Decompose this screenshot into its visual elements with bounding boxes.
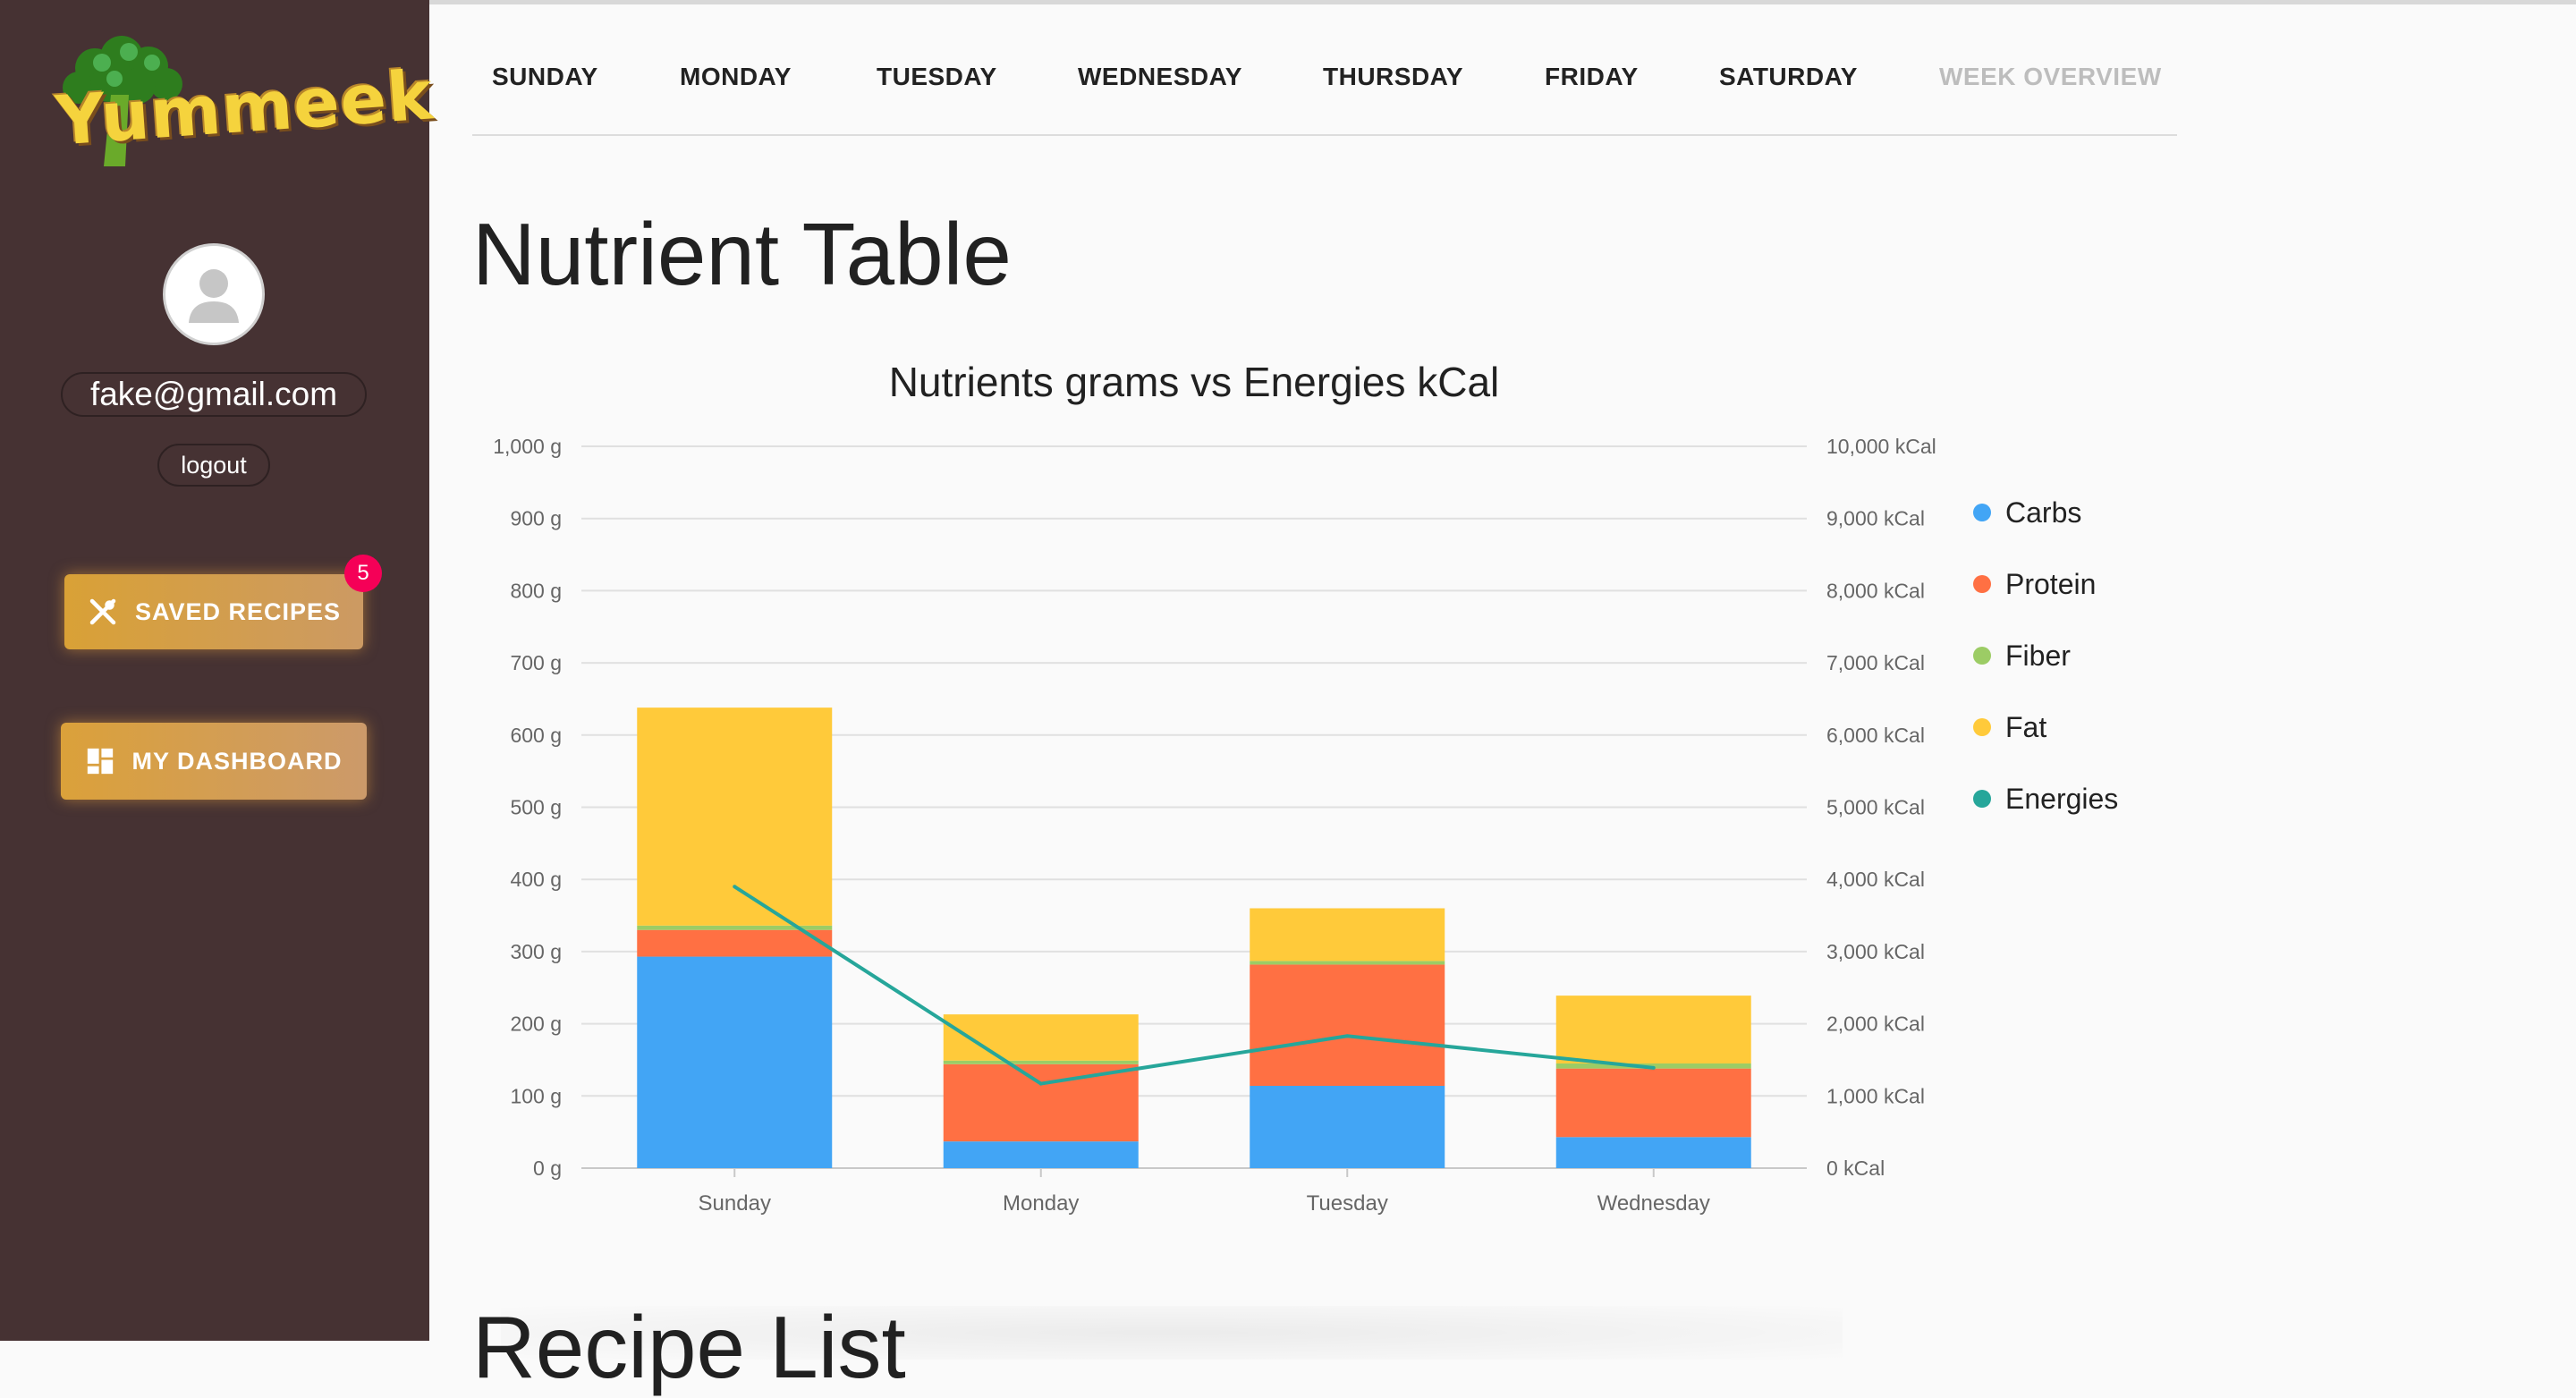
left-axis-tick-label: 600 g	[510, 724, 562, 747]
bar-carbs-wednesday	[1555, 1137, 1751, 1168]
top-divider	[429, 0, 2576, 4]
left-axis-tick-label: 900 g	[510, 507, 562, 530]
tab-friday[interactable]: FRIDAY	[1545, 63, 1639, 90]
right-axis-tick-label: 0 kCal	[1826, 1157, 1885, 1180]
bar-protein-monday	[943, 1063, 1139, 1142]
my-dashboard-label: MY DASHBOARD	[131, 747, 343, 775]
point-energies-tuesday	[1345, 1034, 1350, 1038]
my-dashboard-button[interactable]: MY DASHBOARD	[61, 723, 367, 800]
point-energies-monday	[1038, 1081, 1043, 1086]
legend-marker-carbs	[1973, 504, 1991, 521]
point-energies-wednesday	[1651, 1065, 1656, 1070]
right-axis-tick-label: 9,000 kCal	[1826, 507, 1925, 530]
legend-marker-protein	[1973, 575, 1991, 593]
legend-label-fat: Fat	[2005, 711, 2046, 743]
right-axis-tick-label: 3,000 kCal	[1826, 940, 1925, 963]
left-axis-tick-label: 700 g	[510, 651, 562, 674]
x-axis-tick-label: Wednesday	[1597, 1191, 1710, 1216]
point-energies-sunday	[733, 885, 737, 889]
x-axis-tick-label: Tuesday	[1307, 1191, 1388, 1216]
saved-recipes-button[interactable]: SAVED RECIPES	[64, 574, 363, 649]
recipe-list-heading: Recipe List	[472, 1298, 906, 1396]
broccoli-logo-icon[interactable]	[32, 32, 363, 184]
left-axis-tick-label: 100 g	[510, 1084, 562, 1107]
bar-protein-tuesday	[1250, 964, 1445, 1087]
dashboard-icon	[88, 748, 114, 775]
left-axis-tick-label: 400 g	[510, 868, 562, 891]
saved-recipes-label: SAVED RECIPES	[134, 597, 342, 625]
bar-fiber-sunday	[637, 925, 833, 930]
tab-sunday[interactable]: SUNDAY	[492, 63, 598, 90]
bar-fat-monday	[943, 1014, 1139, 1061]
bar-fiber-wednesday	[1555, 1063, 1751, 1069]
left-axis-tick-label: 800 g	[510, 579, 562, 602]
user-icon	[189, 269, 239, 323]
tab-saturday[interactable]: SATURDAY	[1719, 63, 1858, 90]
left-axis-tick-label: 0 g	[533, 1157, 562, 1180]
x-axis-tick-label: Monday	[1003, 1191, 1079, 1216]
line-energies	[733, 885, 1654, 1086]
x-axis-tick-label: Sunday	[699, 1191, 771, 1216]
bar-protein-wednesday	[1555, 1068, 1751, 1138]
right-axis-tick-label: 4,000 kCal	[1826, 868, 1925, 891]
bar-fiber-monday	[943, 1060, 1139, 1064]
right-axis-tick-label: 5,000 kCal	[1826, 796, 1925, 819]
bar-carbs-monday	[943, 1141, 1139, 1168]
legend-label-protein: Protein	[2005, 568, 2096, 600]
tab-thursday[interactable]: THURSDAY	[1323, 63, 1463, 90]
legend-marker-energies	[1973, 790, 1991, 808]
bar-fiber-tuesday	[1250, 961, 1445, 965]
tab-tuesday[interactable]: TUESDAY	[877, 63, 997, 90]
sidebar: Yummeek fake@gmail.com logout SAVED RECI…	[0, 0, 436, 1341]
left-axis-tick-label: 500 g	[510, 796, 562, 819]
legend-label-carbs: Carbs	[2005, 496, 2081, 529]
tab-wednesday[interactable]: WEDNESDAY	[1078, 63, 1242, 90]
right-axis-tick-label: 8,000 kCal	[1826, 579, 1925, 602]
tab-week-overview[interactable]: WEEK OVERVIEW	[1939, 63, 2162, 90]
user-email-chip: fake@gmail.com	[61, 372, 367, 417]
right-axis-tick-label: 10,000 kCal	[1826, 435, 1936, 458]
left-axis-tick-label: 300 g	[510, 940, 562, 963]
bar-carbs-sunday	[637, 956, 833, 1168]
tab-monday[interactable]: MONDAY	[680, 63, 792, 90]
utensils-icon	[89, 598, 116, 625]
legend-label-energies: Energies	[2005, 783, 2118, 815]
legend-marker-fiber	[1973, 647, 1991, 665]
page-title: Nutrient Table	[472, 205, 1012, 303]
right-axis-tick-label: 2,000 kCal	[1826, 1012, 1925, 1036]
day-tabs: SUNDAY MONDAY TUESDAY WEDNESDAY THURSDAY…	[472, 50, 2177, 136]
bar-fat-wednesday	[1555, 996, 1751, 1063]
left-axis-tick-label: 200 g	[510, 1012, 562, 1036]
bar-protein-sunday	[637, 929, 833, 957]
nutrient-chart: Nutrients grams vs Energies kCal 0 g 0 kCa…	[493, 359, 2118, 1216]
left-axis-tick-label: 1,000 g	[493, 435, 562, 458]
bar-fat-sunday	[637, 707, 833, 926]
logout-button[interactable]: logout	[157, 444, 270, 487]
chart-title: Nutrients grams vs Energies kCal	[889, 359, 1500, 405]
avatar[interactable]	[163, 243, 265, 345]
right-axis-tick-label: 1,000 kCal	[1826, 1084, 1925, 1107]
saved-recipes-count-badge: 5	[344, 555, 382, 592]
legend-marker-fat	[1973, 718, 1991, 736]
right-axis-tick-label: 7,000 kCal	[1826, 651, 1925, 674]
right-axis-tick-label: 6,000 kCal	[1826, 724, 1925, 747]
bar-carbs-tuesday	[1250, 1086, 1445, 1168]
legend-label-fiber: Fiber	[2005, 640, 2071, 672]
bar-fat-tuesday	[1250, 908, 1445, 962]
